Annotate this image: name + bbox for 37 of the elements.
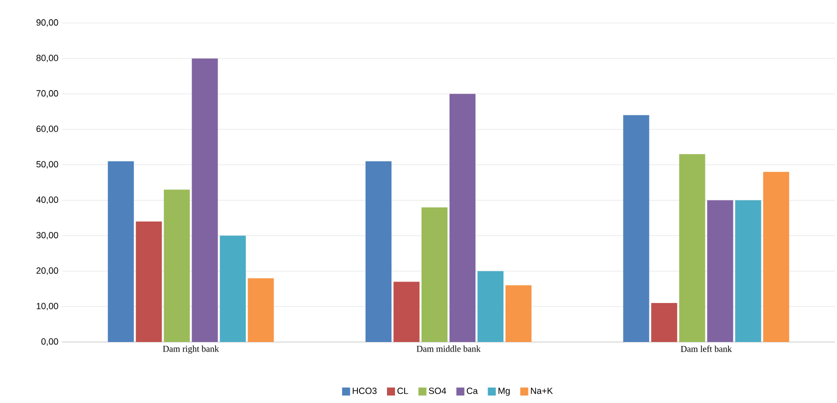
legend-label: Mg: [498, 388, 510, 396]
bar: [679, 154, 706, 342]
bar: [651, 303, 678, 342]
bar: [394, 282, 420, 342]
bar: [164, 190, 190, 342]
legend-label: Ca: [466, 388, 478, 394]
legend-label: HCO3: [352, 388, 377, 394]
bar: [108, 161, 134, 342]
bar: [366, 161, 392, 342]
bar: [735, 200, 762, 342]
x-tick-label: Dam left bank: [680, 346, 732, 352]
bar: [192, 58, 218, 342]
y-tick-label: 0,00: [41, 338, 58, 346]
bar: [248, 278, 274, 342]
bar: [763, 172, 790, 342]
x-tick-label: Dam middle bank: [416, 346, 481, 352]
y-tick-label: 10,00: [36, 302, 58, 310]
bar: [450, 94, 476, 342]
bar: [422, 207, 448, 342]
y-tick-label: 60,00: [36, 126, 58, 134]
legend-label: SO4: [428, 388, 446, 394]
y-tick-label: 50,00: [36, 161, 58, 168]
bar: [220, 236, 246, 342]
bar: [505, 285, 532, 342]
y-tick-label: 30,00: [36, 232, 58, 240]
x-tick-label: Dam right bank: [162, 346, 219, 354]
bar: [707, 200, 734, 342]
y-tick-label: 70,00: [36, 90, 58, 98]
bar: [477, 271, 504, 342]
y-tick-label: 40,00: [36, 196, 58, 204]
bar: [136, 221, 162, 342]
y-tick-label: 90,00: [36, 19, 58, 27]
legend-label: Na+K: [530, 388, 553, 394]
y-tick-label: 20,00: [36, 267, 58, 275]
bar: [623, 115, 650, 342]
legend-label: CL: [397, 388, 408, 394]
y-tick-label: 80,00: [36, 54, 58, 62]
